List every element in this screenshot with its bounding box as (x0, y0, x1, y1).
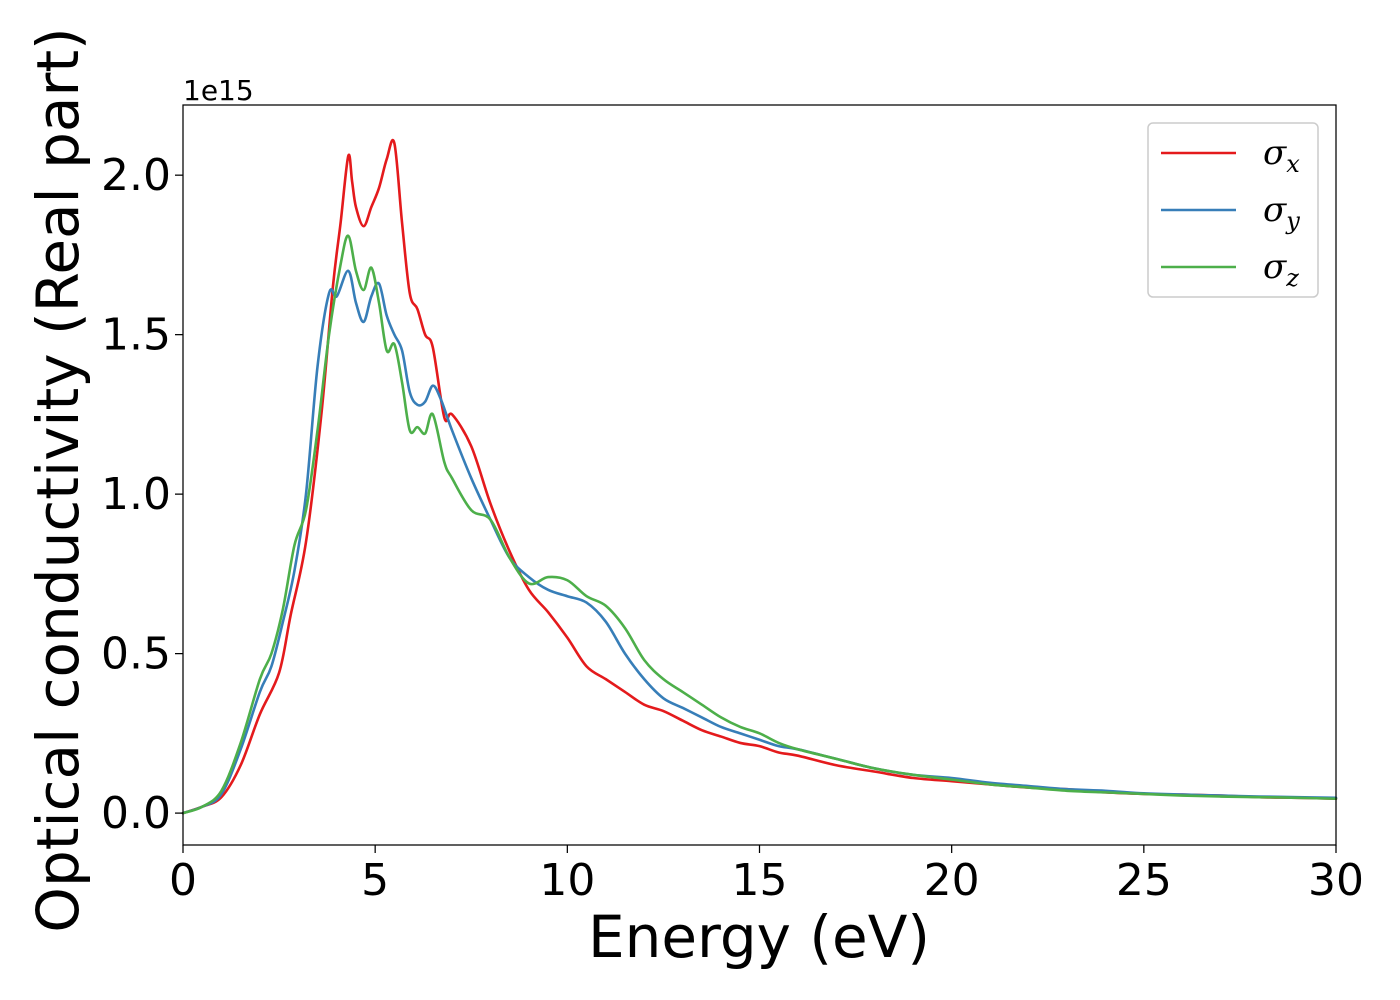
x-tick-label: 0 (169, 855, 197, 906)
x-tick-label: 30 (1308, 855, 1364, 906)
legend-subscript: z (1285, 264, 1299, 292)
legend-label-y: σy (1263, 190, 1300, 235)
y-tick-label: 0.5 (101, 629, 171, 680)
legend-symbol: σ (1263, 247, 1287, 287)
y-tick-label: 2.0 (101, 150, 171, 201)
y-tick-label: 1.0 (101, 469, 171, 520)
x-axis: 0 5 10 15 20 25 30 (169, 845, 1364, 906)
y-axis: 0.0 0.5 1.0 1.5 2.0 (101, 150, 183, 839)
legend-subscript: y (1285, 207, 1300, 235)
y-tick-label: 0.0 (101, 788, 171, 839)
legend-label-z: σz (1263, 247, 1299, 292)
y-tick-label: 1.5 (101, 310, 171, 361)
x-tick-label: 25 (1116, 855, 1172, 906)
legend-symbol: σ (1263, 133, 1287, 173)
x-tick-label: 15 (732, 855, 788, 906)
x-tick-label: 5 (361, 855, 389, 906)
x-axis-title: Energy (eV) (588, 903, 930, 971)
legend-label-x: σx (1263, 133, 1300, 178)
y-axis-title: Optical conductivity (Real part) (24, 27, 92, 932)
legend-symbol: σ (1263, 190, 1287, 230)
series-line-z (181, 234, 1338, 815)
y-offset-label: 1e15 (183, 74, 254, 107)
legend-subscript: x (1286, 150, 1300, 178)
x-tick-label: 10 (539, 855, 595, 906)
plot-area (183, 105, 1336, 845)
series-layer (181, 138, 1338, 815)
x-tick-label: 20 (924, 855, 980, 906)
